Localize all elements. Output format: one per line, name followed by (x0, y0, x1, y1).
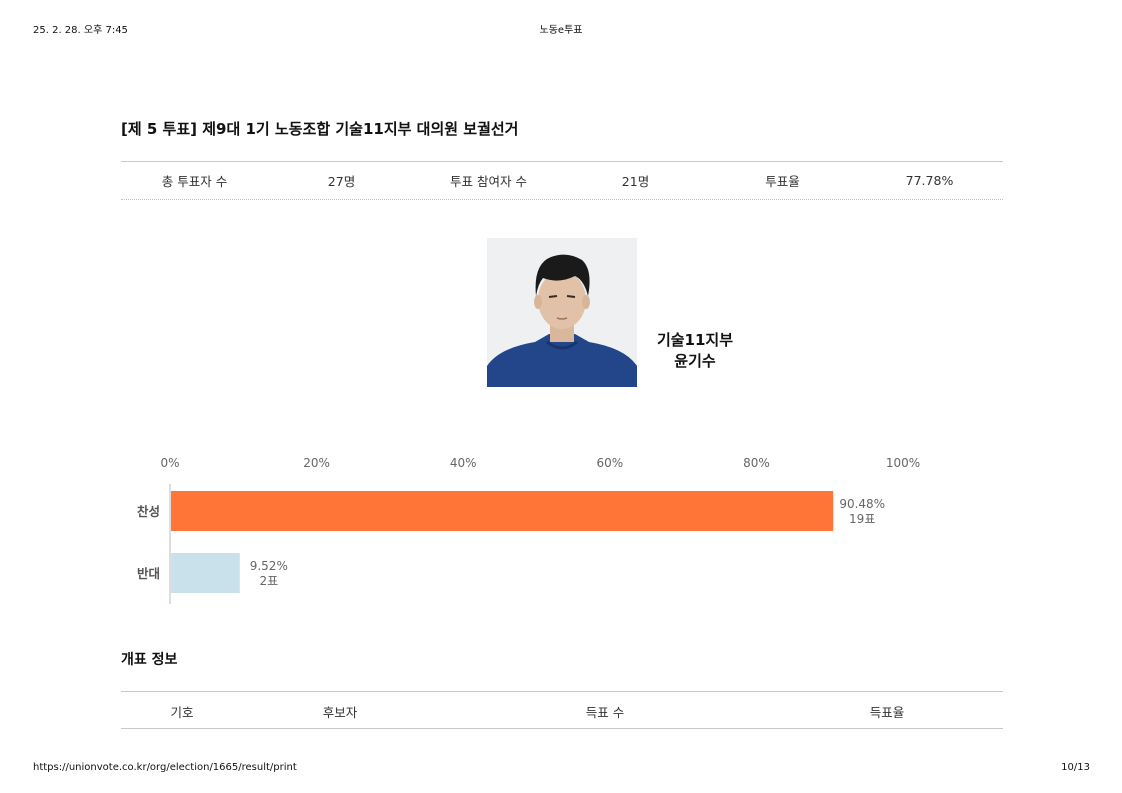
count-info-table-header: 기호 후보자 득표 수 득표율 (121, 691, 1003, 729)
column-candidate: 후보자 (322, 705, 358, 720)
bar-percent-label: 90.48% (839, 497, 885, 511)
column-number: 기호 (170, 705, 194, 720)
x-tick-label: 20% (303, 456, 330, 470)
category-label: 반대 (137, 566, 160, 581)
column-vote-rate: 득표율 (869, 705, 905, 720)
turnout-rate-label: 투표율 (765, 174, 800, 189)
participants-value: 21명 (621, 174, 650, 189)
x-tick-label: 100% (886, 456, 920, 470)
print-url: https://unionvote.co.kr/org/election/166… (33, 762, 297, 773)
bar-votes-label: 19표 (849, 512, 875, 526)
participants-label: 투표 참여자 수 (450, 174, 527, 189)
candidate-info: 기술11지부 윤기수 (650, 330, 740, 372)
count-info-title: 개표 정보 (121, 652, 178, 668)
vote-bar (171, 491, 834, 531)
x-tick-label: 0% (160, 456, 179, 470)
candidate-photo (487, 238, 637, 387)
bar-percent-label: 9.52% (250, 559, 288, 573)
election-title: [제 5 투표] 제9대 1기 노동조합 기술11지부 대의원 보궐선거 (121, 120, 519, 138)
column-vote-count: 득표 수 (585, 705, 625, 720)
bar-votes-label: 2표 (259, 574, 278, 588)
vote-bar (171, 553, 240, 593)
turnout-rate-value: 77.78% (905, 173, 954, 188)
candidate-portrait (487, 238, 637, 387)
print-site-title: 노동e투표 (539, 25, 583, 36)
page-number: 10/13 (1061, 762, 1090, 773)
candidate-branch: 기술11지부 (656, 331, 734, 349)
x-tick-label: 40% (450, 456, 477, 470)
print-datetime: 25. 2. 28. 오후 7:45 (33, 25, 128, 36)
total-voters-label: 총 투표자 수 (161, 174, 228, 189)
x-tick-label: 60% (596, 456, 623, 470)
candidate-name: 윤기수 (674, 352, 716, 370)
turnout-stats: 총 투표자 수 27명 투표 참여자 수 21명 투표율 77.78% (121, 161, 1003, 200)
x-tick-label: 80% (743, 456, 770, 470)
category-label: 찬성 (137, 504, 160, 519)
total-voters-value: 27명 (327, 174, 356, 189)
